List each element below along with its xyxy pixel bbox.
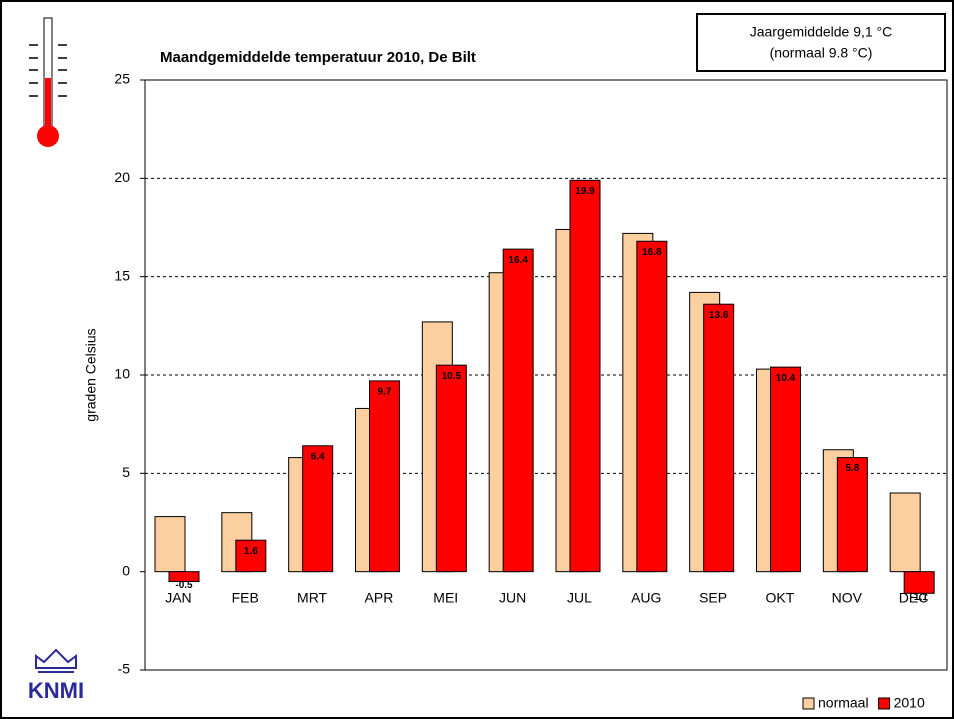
- x-tick-label: APR: [365, 590, 394, 606]
- y-tick-label: 15: [114, 267, 130, 283]
- annotation: (normaal 9.8 °C): [770, 45, 873, 61]
- logo-crown: [35, 648, 77, 673]
- chart-title: Maandgemiddelde temperatuur 2010, De Bil…: [160, 49, 476, 66]
- logo-text: KNMI: [28, 678, 84, 703]
- legend-label: normaal: [818, 695, 869, 711]
- value-label: 16.4: [508, 255, 528, 266]
- value-label: 1.6: [244, 546, 258, 557]
- bar: [435, 364, 467, 573]
- legend-label: 2010: [894, 695, 925, 711]
- x-tick-label: AUG: [631, 590, 661, 606]
- value-label: 16.8: [642, 247, 662, 258]
- x-tick-label: SEP: [699, 590, 727, 606]
- x-tick-label: MEI: [433, 590, 458, 606]
- x-tick-label: JUN: [499, 590, 526, 606]
- bar: [836, 457, 868, 573]
- bar: [168, 571, 200, 583]
- y-tick-label: -5: [118, 661, 131, 677]
- y-tick-label: 5: [122, 464, 130, 480]
- x-tick-label: MRT: [297, 590, 328, 606]
- value-label: 10.5: [442, 371, 462, 382]
- x-tick-label: OKT: [766, 590, 795, 606]
- bar: [636, 240, 668, 573]
- bar: [302, 445, 334, 573]
- bar: [889, 492, 921, 573]
- value-label: 6.4: [311, 451, 325, 462]
- value-label: 10.4: [776, 373, 796, 384]
- x-tick-label: JAN: [165, 590, 191, 606]
- value-label: 13.6: [709, 310, 729, 321]
- legend-swatch: [878, 697, 891, 710]
- bar: [569, 179, 601, 573]
- thermometer-icon: [29, 17, 67, 147]
- value-label: 5.8: [845, 463, 859, 474]
- annotation-box: [696, 13, 946, 72]
- y-tick-label: 10: [114, 366, 130, 382]
- bar: [235, 539, 267, 573]
- x-tick-label: DEC: [899, 590, 929, 606]
- y-tick-label: 25: [114, 71, 130, 87]
- bar: [770, 366, 801, 573]
- y-axis-label: graden Celsius: [83, 328, 99, 421]
- y-tick-label: 20: [114, 169, 130, 185]
- bar: [903, 571, 935, 594]
- value-label: 19.9: [575, 186, 595, 197]
- y-tick-label: 0: [122, 562, 130, 578]
- value-label: -0.5: [175, 580, 193, 591]
- x-tick-label: FEB: [232, 590, 259, 606]
- bar: [703, 303, 735, 573]
- annotation: Jaargemiddelde 9,1 °C: [750, 24, 893, 40]
- bar: [502, 248, 534, 573]
- bar: [154, 516, 186, 573]
- legend-swatch: [802, 697, 815, 710]
- value-label: -1.1: [911, 592, 929, 603]
- bar: [369, 380, 400, 573]
- x-tick-label: NOV: [832, 590, 863, 606]
- x-tick-label: JUL: [567, 590, 592, 606]
- value-label: 9.7: [378, 387, 392, 398]
